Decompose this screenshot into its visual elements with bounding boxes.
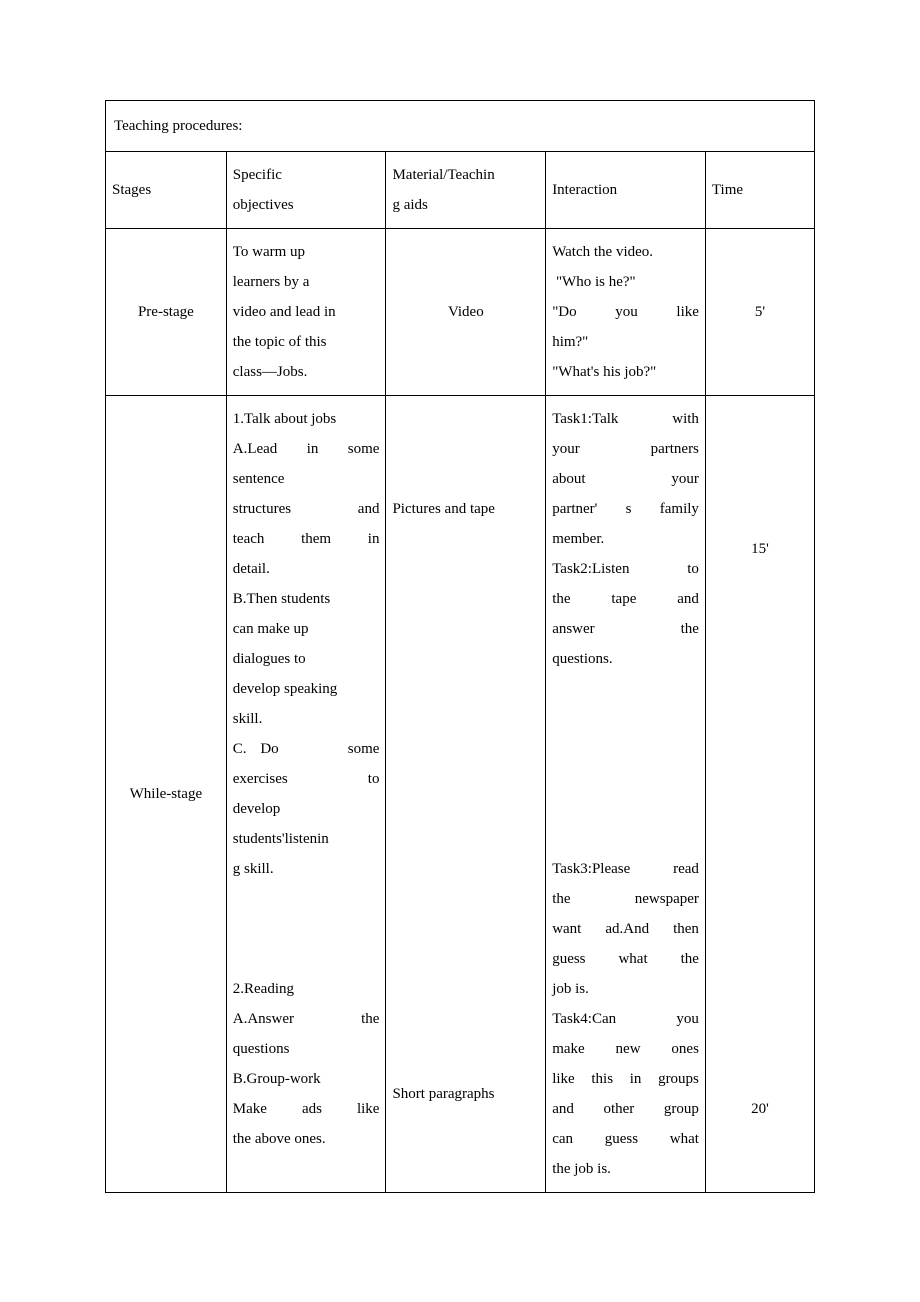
time-cell: 5': [705, 229, 814, 396]
stage-cell: Pre-stage: [106, 229, 227, 396]
teaching-procedures-table: Teaching procedures: Stages Specific obj…: [105, 100, 815, 1193]
header-objectives: Specific objectives: [226, 152, 386, 229]
header-aids: Material/Teachin g aids: [386, 152, 546, 229]
header-time: Time: [705, 152, 814, 229]
table-row: While-stage 1.Talk about jobs A.Lead in …: [106, 396, 815, 1193]
table-header-row: Stages Specific objectives Material/Teac…: [106, 152, 815, 229]
table-row: Pre-stage To warm up learners by a video…: [106, 229, 815, 396]
header-interaction: Interaction: [546, 152, 706, 229]
header-stages: Stages: [106, 152, 227, 229]
objectives-cell: To warm up learners by a video and lead …: [226, 229, 386, 396]
objectives-cell: 1.Talk about jobs A.Lead in some sentenc…: [226, 396, 386, 1193]
aids-cell: Video: [386, 229, 546, 396]
time-cell: 15' 20': [705, 396, 814, 1193]
interaction-cell: Task1:Talk with your partners about your…: [546, 396, 706, 1193]
stage-cell: While-stage: [106, 396, 227, 1193]
table-title-row: Teaching procedures:: [106, 101, 815, 152]
table-title: Teaching procedures:: [106, 101, 815, 152]
interaction-cell: Watch the video. "Who is he?" "Do you li…: [546, 229, 706, 396]
aids-cell: Pictures and tape Short paragraphs: [386, 396, 546, 1193]
